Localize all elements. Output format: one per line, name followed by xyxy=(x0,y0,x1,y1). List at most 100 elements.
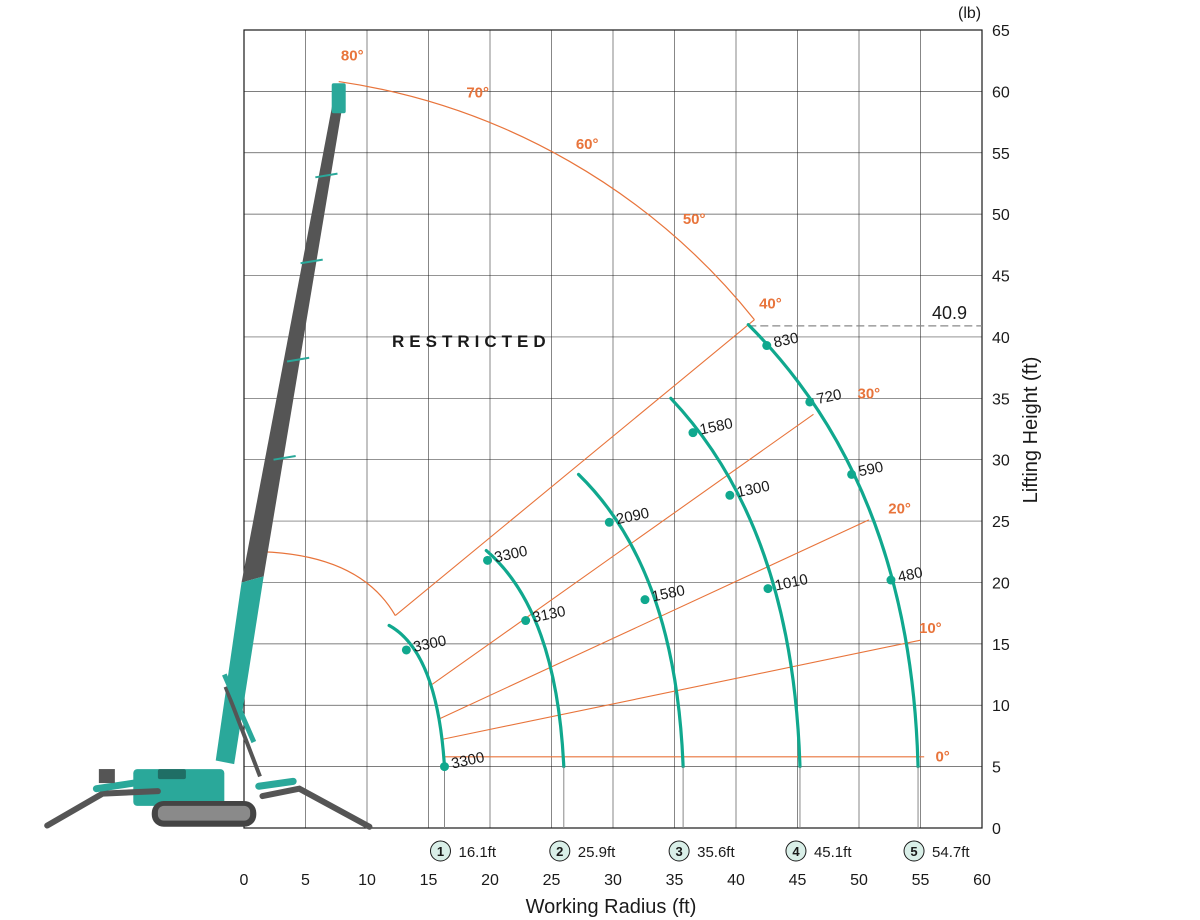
load-value-label: 3300 xyxy=(493,543,529,567)
angle-line-10 xyxy=(440,639,921,741)
boom-upper xyxy=(241,103,343,583)
y-tick-label: 15 xyxy=(992,637,1010,654)
load-value-label: 720 xyxy=(815,386,843,408)
x-tick-label: 5 xyxy=(301,872,310,889)
load-value-label: 480 xyxy=(896,564,924,586)
reach-curve-3 xyxy=(576,472,685,769)
outrigger-left xyxy=(44,788,161,829)
load-value-label: 1010 xyxy=(773,571,809,595)
load-point xyxy=(762,341,772,351)
boom-joint xyxy=(300,258,323,265)
y-tick-label: 50 xyxy=(992,207,1010,224)
angle-label: 0° xyxy=(935,749,949,766)
load-point xyxy=(886,575,896,585)
envelope-inner-arc xyxy=(262,551,396,616)
boom-section-length: 54.7ft xyxy=(932,844,970,861)
chart-grid: 0 5 10 15 20 25 30 35 40 45 50 55 600510152025303540… xyxy=(240,23,1010,889)
load-point xyxy=(805,397,815,407)
x-axis-title: Working Radius (ft) xyxy=(526,896,697,918)
x-tick-label: 30 xyxy=(604,872,622,889)
boom-section-badge xyxy=(668,840,690,862)
angle-label: 20° xyxy=(888,501,911,518)
y-tick-label: 25 xyxy=(992,514,1010,531)
boom-joint xyxy=(273,455,296,461)
load-point xyxy=(521,616,531,626)
load-point xyxy=(604,517,614,527)
y-axis-title: Lifting Height (ft) xyxy=(1020,357,1042,504)
y-tick-label: 10 xyxy=(992,698,1010,715)
boom-joint xyxy=(315,172,338,179)
y-tick-label: 5 xyxy=(992,760,1001,777)
angle-line-40 xyxy=(394,319,755,617)
load-point xyxy=(725,490,735,500)
crane-body xyxy=(133,769,225,806)
angle-label: 40° xyxy=(759,296,782,313)
x-tick-label: 25 xyxy=(543,872,561,889)
boom-angle-lines xyxy=(394,319,925,758)
x-tick-label: 55 xyxy=(912,872,930,889)
x-tick-label: 45 xyxy=(789,872,807,889)
load-value-label: 590 xyxy=(857,459,885,481)
load-value-label: 3300 xyxy=(412,632,448,656)
angle-label: 30° xyxy=(857,385,880,402)
load-point xyxy=(483,555,493,565)
boom-section-number: 1 xyxy=(437,844,444,859)
reach-curve-4 xyxy=(669,396,802,769)
angle-label: 10° xyxy=(919,620,942,637)
unit-label: (lb) xyxy=(958,5,981,22)
load-point xyxy=(688,428,698,438)
y-tick-label: 30 xyxy=(992,453,1010,470)
outrigger-left-arm xyxy=(92,777,150,793)
boom-section-length: 16.1ft xyxy=(458,844,496,861)
outrigger-right xyxy=(259,785,373,830)
max-height-label: 40.9 xyxy=(932,303,967,323)
boom-section-number: 3 xyxy=(675,844,682,859)
reach-curve-1 xyxy=(387,623,447,769)
load-point xyxy=(640,595,650,605)
crane-track-inner xyxy=(157,805,251,821)
x-tick-label: 50 xyxy=(850,872,868,889)
load-value-label: 830 xyxy=(772,330,800,352)
angle-label: 60° xyxy=(576,136,599,153)
boom-lower xyxy=(215,576,264,765)
load-value-label: 1580 xyxy=(650,582,686,606)
y-tick-label: 40 xyxy=(992,330,1010,347)
outrigger-right-arm xyxy=(255,777,297,790)
load-value-label: 1300 xyxy=(735,478,771,502)
y-tick-label: 45 xyxy=(992,269,1010,286)
reach-curve-5 xyxy=(746,323,920,769)
envelope-outer-arc xyxy=(338,80,755,321)
crane-window xyxy=(157,769,186,780)
load-value-label: 2090 xyxy=(615,505,651,529)
angle-line-20 xyxy=(439,519,870,720)
boom-section-number: 4 xyxy=(792,844,800,859)
x-tick-label: 40 xyxy=(727,872,745,889)
angle-line-30 xyxy=(431,413,814,685)
load-point xyxy=(847,469,857,479)
boom-section-length: 35.6ft xyxy=(697,844,735,861)
crane-illustration xyxy=(44,83,373,830)
load-point xyxy=(763,584,773,594)
boom-reach-curves: 1 16.1ft 2 25.9ft 3 35.6ft 4 45.1ft 5 54.7ft xyxy=(387,323,970,862)
load-value-label: 3130 xyxy=(531,603,567,627)
chart-labels: 80° 70° 60° 50° 40° 30° 20° 10° 0° xyxy=(341,48,950,766)
boom-section-number: 5 xyxy=(910,844,917,859)
x-tick-label: 15 xyxy=(420,872,438,889)
boom-section-length: 25.9ft xyxy=(578,844,616,861)
boom-section-badge xyxy=(785,840,807,862)
boom-tip-head xyxy=(331,83,346,114)
load-value-label: 1580 xyxy=(698,415,734,439)
boom-joint xyxy=(286,356,310,363)
hydraulic-cylinder xyxy=(223,686,262,778)
y-tick-label: 60 xyxy=(992,84,1010,101)
load-value-label: 3300 xyxy=(450,749,486,773)
boom-section-number: 2 xyxy=(556,844,563,859)
load-points: 3300 3300 3130 3300 1580 2090 1010 1300 1580 480 5… xyxy=(401,330,924,773)
x-tick-label: 35 xyxy=(666,872,684,889)
hydraulic-cylinder-body xyxy=(222,673,257,744)
x-tick-label: 60 xyxy=(973,872,991,889)
restricted-label: RESTRICTED xyxy=(392,332,551,351)
load-point xyxy=(401,645,411,655)
x-tick-label: 10 xyxy=(358,872,376,889)
